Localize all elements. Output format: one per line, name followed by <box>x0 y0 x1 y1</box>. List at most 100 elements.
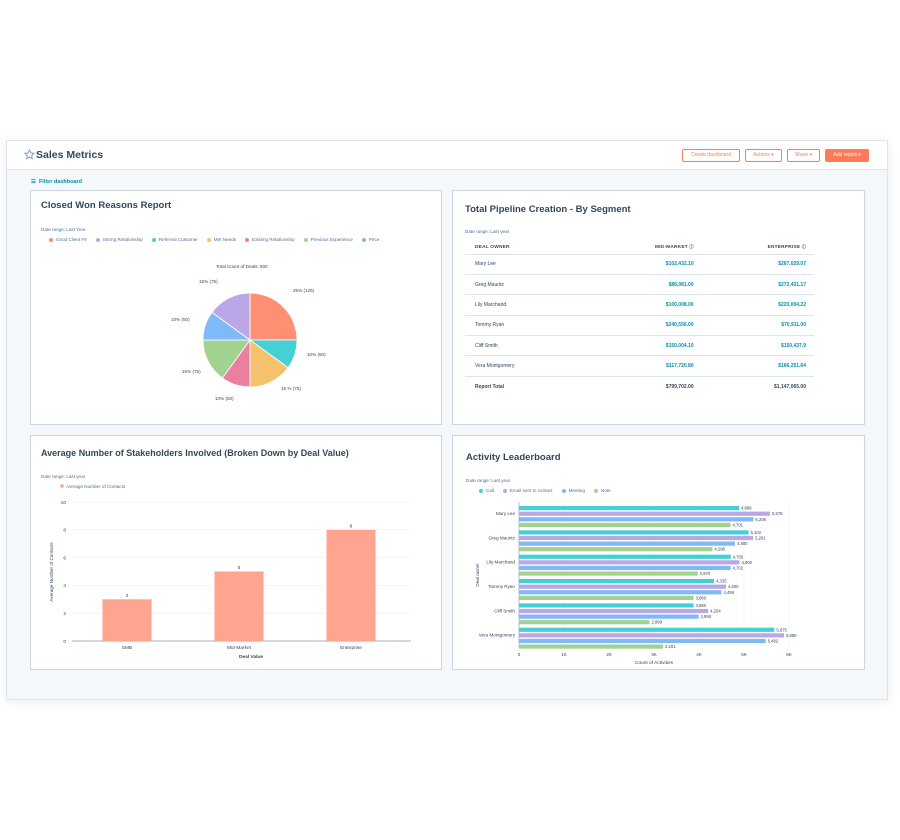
legend-label: Good Client Fit <box>56 237 87 242</box>
enterprise-cell[interactable]: $267,029.07 <box>693 254 814 275</box>
add-report-button[interactable]: Add report ▾ <box>825 149 869 162</box>
bar-value-label: 3,970 <box>700 571 711 576</box>
mid-market-cell[interactable]: $102,432.10 <box>593 254 694 275</box>
bar[interactable] <box>519 614 699 619</box>
y-tick-label: Cliff Smith <box>494 608 515 613</box>
bar-value-label: 4,600 <box>728 584 739 589</box>
bar[interactable] <box>519 627 775 632</box>
table-row: Tommy Ryan $240,556.00 $70,911.00 <box>465 315 814 337</box>
bar-legend[interactable]: Average Number of Contacts <box>60 484 126 489</box>
pie-slice[interactable] <box>249 292 298 341</box>
bar-value-label: 5,102 <box>751 530 762 535</box>
bar[interactable] <box>326 529 376 641</box>
bar[interactable] <box>519 511 771 516</box>
bar-value-label: 5 <box>238 565 241 571</box>
bar[interactable] <box>102 599 152 641</box>
leaderboard-card: Activity Leaderboard Date range: Last ye… <box>452 435 865 670</box>
legend-item[interactable]: Referred Customer <box>151 237 198 242</box>
bar[interactable] <box>519 571 698 576</box>
legend-item[interactable]: Price <box>361 237 380 242</box>
share-button[interactable]: Share ▾ <box>787 149 820 162</box>
enterprise-cell[interactable]: $166,251.64 <box>693 355 814 377</box>
y-axis-title: Average Number of Contacts <box>49 542 54 602</box>
bar[interactable] <box>519 638 766 644</box>
actions-button[interactable]: Actions ▾ <box>745 149 782 162</box>
mid-market-cell[interactable]: $100,008.00 <box>593 294 694 316</box>
legend-label: Average Number of Contacts <box>66 484 126 489</box>
bar-value-label: 5,889 <box>786 633 797 638</box>
bar-value-label: 4,800 <box>737 541 748 546</box>
bar[interactable] <box>519 541 735 546</box>
mid-market-cell[interactable]: $240,556.00 <box>593 315 694 337</box>
bar[interactable] <box>519 554 731 559</box>
page-title: Sales Metrics <box>36 149 104 161</box>
pie-slice-label: 15% (75) <box>182 369 201 374</box>
legend-swatch <box>151 237 156 242</box>
legend-swatch <box>303 237 308 242</box>
bar[interactable] <box>519 620 650 625</box>
legend-label: Price <box>368 237 380 242</box>
bar[interactable] <box>519 560 740 565</box>
mid-market-cell[interactable]: $150,004.10 <box>593 335 694 357</box>
y-tick-label: 2 <box>63 611 66 617</box>
mid-market-cell[interactable]: $117,720.80 <box>593 355 694 377</box>
bar[interactable] <box>519 547 713 552</box>
create-dashboard-button[interactable]: Create dashboard <box>682 149 740 162</box>
pie-legend: Good Client Fit Strong Relationship Referr… <box>49 237 379 242</box>
bar[interactable] <box>519 584 726 589</box>
legend-swatch <box>479 488 483 493</box>
column-header-enterprise[interactable]: ENTERPRISE ⓘ <box>693 241 814 255</box>
bar[interactable] <box>519 633 785 638</box>
bar-value-label: 4,705 <box>733 554 744 559</box>
bar[interactable] <box>519 608 709 614</box>
owner-cell: Cliff Smith <box>465 335 594 357</box>
legend-item[interactable]: Note <box>593 488 611 493</box>
pie-slice-label: 10% (50) <box>215 396 234 401</box>
bar[interactable] <box>519 530 749 535</box>
legend-item[interactable]: Met Needs <box>206 237 236 242</box>
filter-dashboard-link[interactable]: ☰ Filter dashboard <box>31 179 82 185</box>
x-tick-label: 4K <box>696 652 703 657</box>
mid-market-cell[interactable]: $88,981.00 <box>593 274 694 296</box>
legend-item[interactable]: Previous Experience <box>303 237 353 242</box>
table-row: Vera Montgomery $117,720.80 $166,251.64 <box>465 355 814 377</box>
bar[interactable] <box>519 644 664 649</box>
bar[interactable] <box>519 506 740 511</box>
enterprise-cell[interactable]: $220,004.22 <box>693 294 814 316</box>
bar[interactable] <box>519 535 754 541</box>
bar[interactable] <box>519 522 731 527</box>
legend-item[interactable]: Existing Relationship <box>245 237 295 242</box>
dashboard-window: Sales Metrics Create dashboard Actions ▾… <box>6 140 888 700</box>
card-title: Closed Won Reasons Report <box>41 200 172 211</box>
enterprise-cell[interactable]: $150,437.9 <box>693 335 814 357</box>
bar[interactable] <box>519 595 694 600</box>
bar[interactable] <box>519 579 715 584</box>
column-header-owner[interactable]: DEAL OWNER <box>465 241 594 255</box>
column-header-mid-market[interactable]: MID-MARKET ⓘ <box>593 241 694 255</box>
table-header-row: DEAL OWNER MID-MARKET ⓘ ENTERPRISE ⓘ <box>465 241 814 255</box>
star-icon[interactable] <box>24 149 35 160</box>
legend-swatch <box>95 237 100 242</box>
y-tick-label: Tommy Ryan <box>488 584 515 589</box>
bar[interactable] <box>519 565 731 571</box>
x-tick-label: 6K <box>786 652 793 657</box>
pie-slice[interactable] <box>211 292 251 341</box>
card-title: Average Number of Stakeholders Involved … <box>41 448 349 458</box>
pie-slice-label: 15% (75) <box>199 279 218 284</box>
legend-item[interactable]: Good Client Fit <box>49 237 87 242</box>
enterprise-cell[interactable]: $70,911.00 <box>693 315 814 337</box>
bar-value-label: 4,499 <box>723 590 734 595</box>
bar[interactable] <box>214 571 264 642</box>
bar-value-label: 3,880 <box>696 603 707 608</box>
bar[interactable] <box>519 590 722 595</box>
enterprise-cell[interactable]: $272,431.17 <box>693 274 814 296</box>
legend-item[interactable]: Call <box>479 488 494 493</box>
legend-item[interactable]: Email sent to contact <box>502 488 553 493</box>
legend-item[interactable]: Meeting <box>561 488 585 493</box>
legend-label: Meeting <box>568 488 585 493</box>
bar[interactable] <box>519 603 694 608</box>
legend-swatch <box>593 488 598 493</box>
legend-item[interactable]: Strong Relationship <box>95 237 143 242</box>
y-tick-label: Greg Mauritz <box>488 535 515 540</box>
bar[interactable] <box>519 517 754 522</box>
